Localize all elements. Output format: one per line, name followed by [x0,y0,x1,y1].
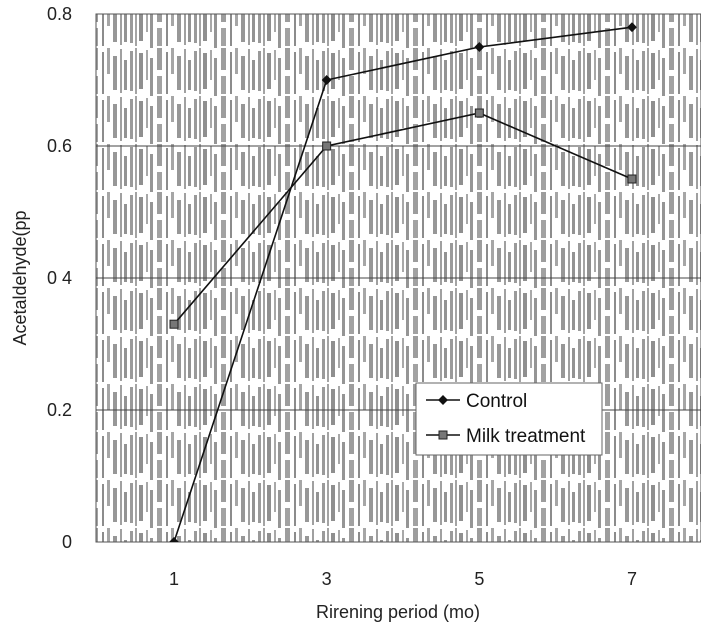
y-tick-label-2: 0 4 [47,268,72,288]
point-control-3 [627,22,637,33]
legend-box [415,382,603,456]
y-tick-label-0: 0 [62,532,72,552]
legend: Control Milk treatment [415,382,603,456]
legend-label-milk-treatment: Milk treatment [466,426,586,447]
x-tick-label-2: 5 [474,569,484,589]
point-control-0 [169,537,179,542]
y-tick-label-4: 0.8 [47,4,72,24]
legend-marker-control [438,395,448,405]
x-axis-ticks: 1 3 5 7 [169,569,637,589]
point-milk-treatment-3 [627,174,637,184]
point-milk-treatment-1 [322,141,332,151]
x-tick-label-3: 7 [627,569,637,589]
y-tick-label-1: 0.2 [47,400,72,420]
x-tick-label-1: 3 [322,569,332,589]
legend-marker-milk-treatment [438,430,448,440]
y-axis-ticks: 0 0.2 0 4 0.6 0.8 [47,4,72,552]
x-tick-label-0: 1 [169,569,179,589]
point-milk-treatment-0 [169,319,179,329]
y-tick-label-3: 0.6 [47,136,72,156]
legend-label-control: Control [466,391,527,412]
x-axis-title: Rirening period (mo) [316,602,480,622]
point-milk-treatment-2 [474,108,484,118]
y-axis-title: Acetaldehyde(pp [10,210,30,345]
series-line-milk-treatment [173,112,633,325]
series-line-control [173,26,633,542]
